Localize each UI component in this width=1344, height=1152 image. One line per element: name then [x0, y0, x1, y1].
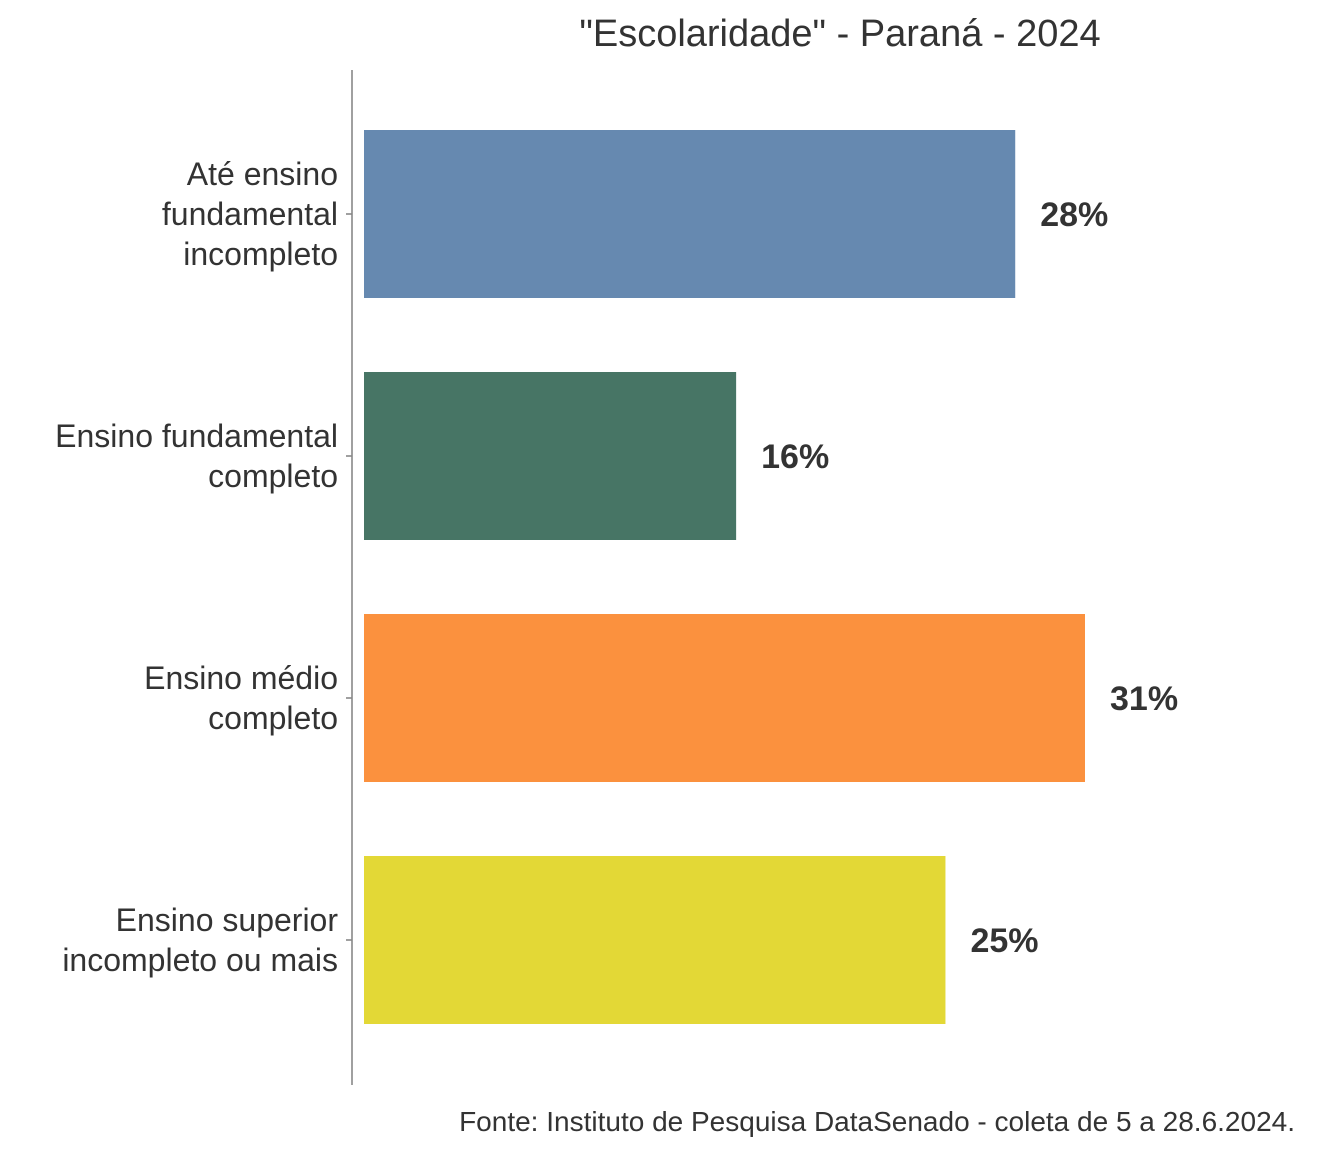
category-label-line: completo — [208, 700, 338, 736]
source-caption: Fonte: Instituto de Pesquisa DataSenado … — [459, 1106, 1295, 1137]
bar — [364, 372, 737, 540]
category-label: Ensino médio completo — [144, 660, 338, 736]
category-label-line: incompleto ou mais — [62, 942, 338, 978]
y-axis-ticks — [346, 213, 352, 941]
bars-group — [364, 130, 1085, 1024]
bar-value-label: 25% — [970, 922, 1038, 960]
value-labels: 28% 16% 31% 25% — [761, 196, 1178, 960]
category-label-line: Até ensino — [187, 156, 338, 192]
category-label-line: completo — [208, 458, 338, 494]
category-labels: Até ensino fundamental incompleto Ensino fu… — [55, 156, 338, 978]
bar-value-label: 16% — [761, 438, 829, 476]
bar-value-label: 28% — [1040, 196, 1108, 234]
category-label: Ensino superior incompleto ou mais — [62, 902, 338, 978]
category-label: Até ensino fundamental incompleto — [162, 156, 338, 272]
category-label-line: Ensino superior — [116, 902, 339, 938]
category-label-line: incompleto — [183, 236, 338, 272]
category-label-line: Ensino fundamental — [55, 418, 338, 454]
bar — [364, 130, 1016, 298]
category-label-line: Ensino médio — [144, 660, 338, 696]
chart-title: "Escolaridade" - Paraná - 2024 — [579, 13, 1100, 55]
category-label-line: fundamental — [162, 196, 338, 232]
category-label: Ensino fundamental completo — [55, 418, 338, 494]
bar — [364, 856, 946, 1024]
bar — [364, 614, 1085, 782]
bar-value-label: 31% — [1110, 680, 1178, 718]
